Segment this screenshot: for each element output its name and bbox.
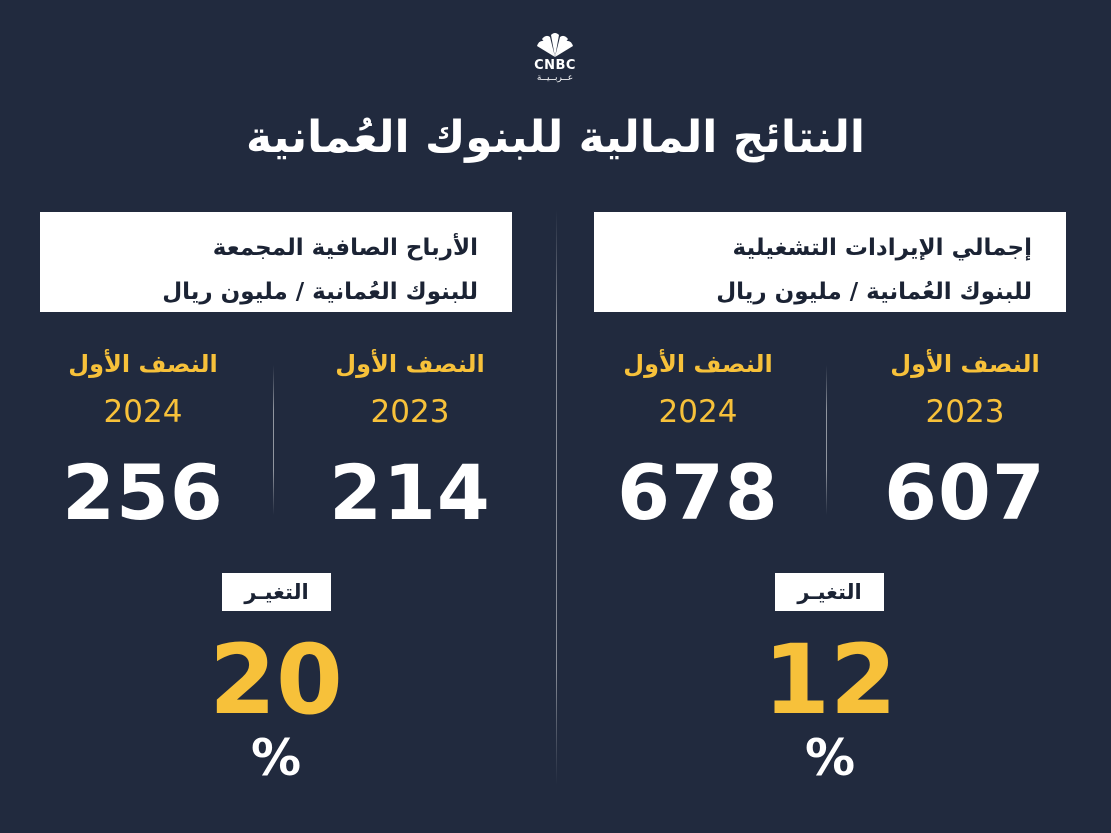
year-label: 2023 [925,394,1005,430]
peacock-icon [537,33,573,57]
period-label: النصف الأول [335,350,485,378]
year-label: 2024 [103,394,183,430]
page-title: النتائج المالية للبنوك العُمانية [246,112,865,163]
year-label: 2024 [658,394,738,430]
cnbc-arabia-logo: CNBC عــربــيــة [525,32,585,92]
profit-h1-2023: النصف الأول 2023 214 [295,346,525,538]
profit-change-value: 20 [209,624,343,736]
change-badge: التغيـر [222,573,331,611]
revenue-subtitle: للبنوك العُمانية / مليون ريال [716,279,1032,305]
revenue-h1-2023: النصف الأول 2023 607 [850,346,1080,538]
column-divider [273,365,274,515]
percent-sign: % [250,729,302,787]
profit-h1-2024: النصف الأول 2024 256 [28,346,258,538]
profit-panel: الأرباح الصافية المجمعة للبنوك العُمانية… [28,212,525,787]
logo-wordmark: CNBC [534,58,576,73]
period-label: النصف الأول [890,350,1040,378]
profit-value-2023: 214 [329,448,491,537]
column-divider [826,365,827,515]
profit-title: الأرباح الصافية المجمعة [212,235,478,261]
profit-value-2024: 256 [62,448,224,537]
logo-subtitle: عــربــيــة [536,73,574,83]
revenue-panel: إجمالي الإيرادات التشغيلية للبنوك العُما… [556,0,1111,833]
percent-sign: % [804,729,856,787]
profit-title-box: الأرباح الصافية المجمعة للبنوك العُمانية… [40,212,512,312]
revenue-value-2023: 607 [884,448,1046,537]
revenue-title-box: إجمالي الإيرادات التشغيلية للبنوك العُما… [594,212,1066,312]
period-label: النصف الأول [623,350,773,378]
year-label: 2023 [370,394,450,430]
profit-subtitle: للبنوك العُمانية / مليون ريال [162,279,478,305]
revenue-h1-2024: النصف الأول 2024 678 [583,346,813,538]
revenue-change-value: 12 [763,624,897,736]
center-divider [556,210,557,785]
revenue-title: إجمالي الإيرادات التشغيلية [732,235,1032,261]
revenue-value-2024: 678 [617,448,779,537]
period-label: النصف الأول [68,350,218,378]
change-badge: التغيـر [775,573,884,611]
